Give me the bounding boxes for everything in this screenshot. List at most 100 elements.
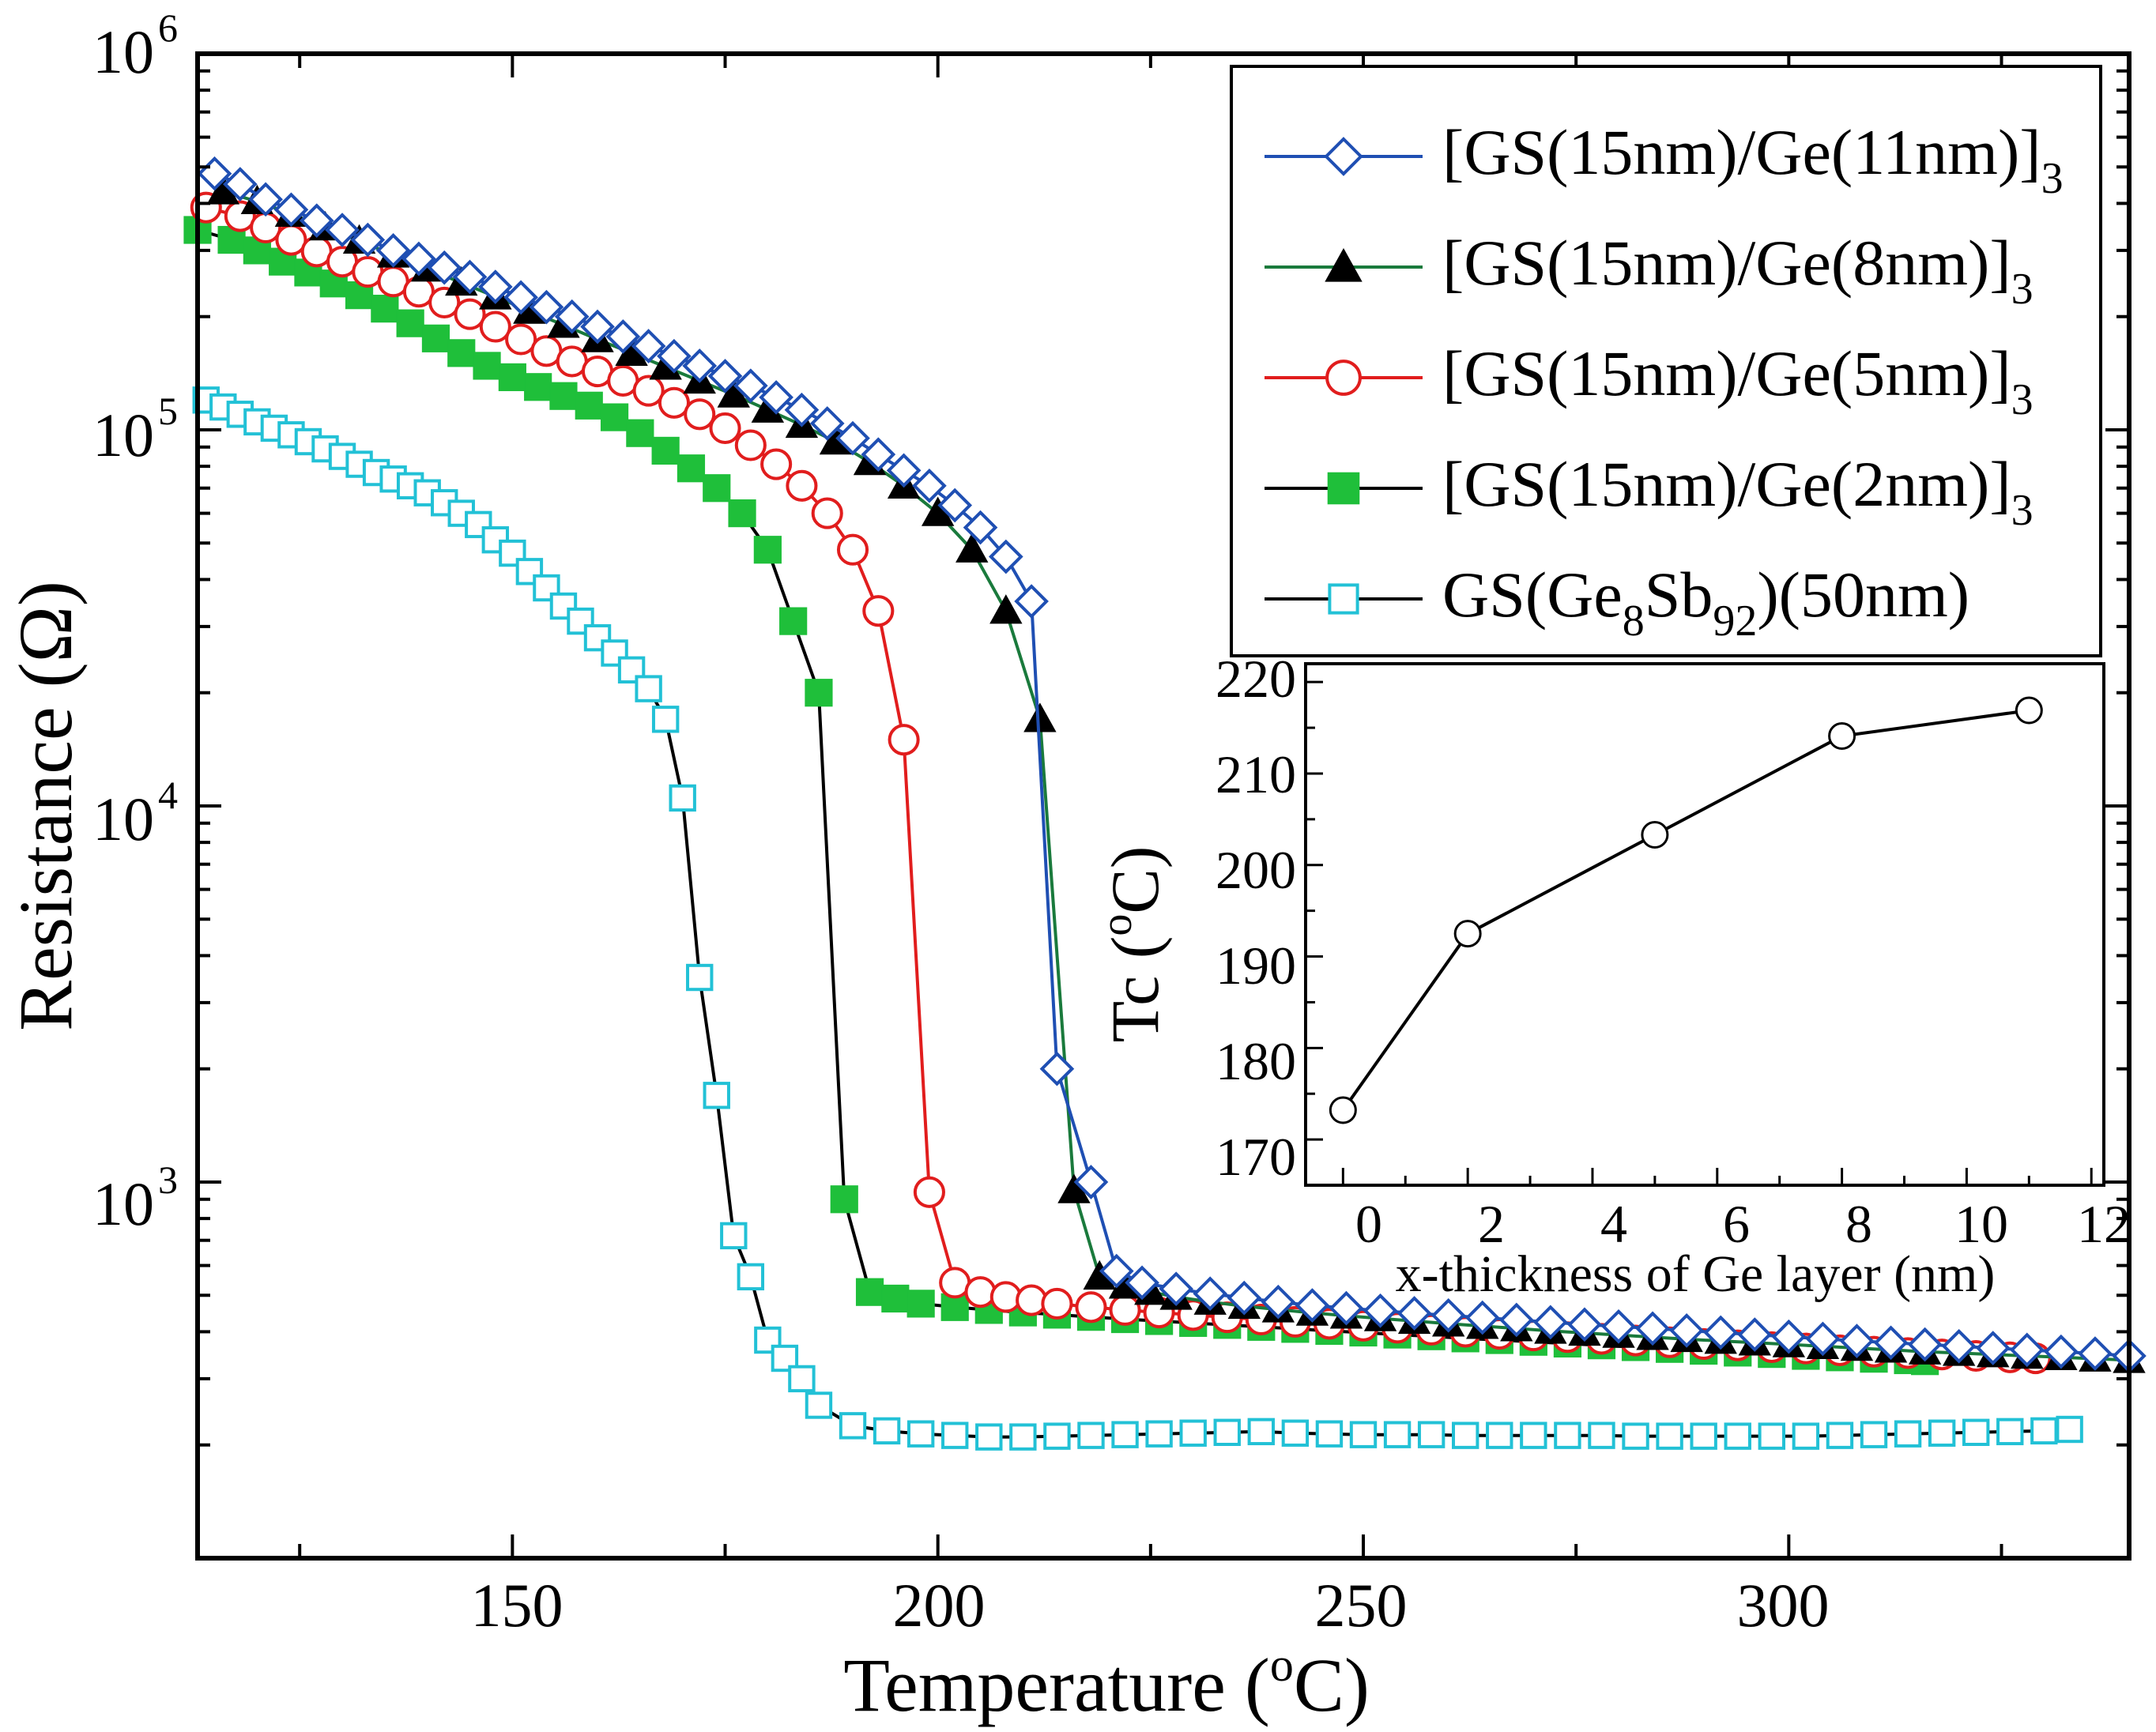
x-tick-label-250: 250 — [1315, 1571, 1408, 1640]
data-point — [1669, 1313, 1704, 1348]
data-point — [1975, 1331, 2011, 1365]
data-point — [401, 241, 436, 277]
data-point — [479, 311, 511, 343]
data-point — [1464, 1300, 1500, 1335]
data-point — [635, 675, 662, 702]
data-point — [498, 363, 526, 392]
data-point — [1179, 1419, 1207, 1447]
legend-entry-gs-50nm: GS(Ge8Sb92)(50nm) — [1442, 559, 1969, 646]
inset-x-tick-label-4: 4 — [1600, 1194, 1627, 1254]
data-point — [1520, 1421, 1547, 1449]
data-point — [989, 594, 1023, 624]
data-point — [682, 348, 718, 383]
y-tick-base: 10 — [92, 1169, 154, 1238]
data-point — [452, 259, 488, 295]
data-point — [554, 299, 590, 334]
data-point — [1396, 1296, 1432, 1331]
data-point — [631, 329, 666, 363]
data-point — [937, 488, 973, 523]
x-axis-title: Temperature (oC) — [843, 1639, 1370, 1727]
data-point — [524, 373, 552, 401]
inset-y-tick-label-180: 180 — [1216, 1031, 1296, 1091]
x-tick-label-300: 300 — [1737, 1571, 1830, 1640]
inset-x-tick-label-0: 0 — [1355, 1194, 1382, 1254]
inset-y-tick-label-210: 210 — [1216, 744, 1296, 804]
inset-y-tick-label-170: 170 — [1216, 1127, 1296, 1187]
data-point — [1213, 1418, 1241, 1446]
data-point — [605, 319, 641, 354]
data-point — [862, 595, 895, 627]
main-plot-area: 10 3 10 4 10 5 10 6 150 200 250 300 Temp… — [3, 6, 2147, 1727]
data-point — [1125, 1265, 1159, 1301]
data-point — [503, 280, 538, 315]
data-point — [2009, 1332, 2045, 1368]
inset-ticks — [1306, 680, 2093, 1185]
data-point — [1193, 1276, 1228, 1312]
data-point — [1554, 1421, 1581, 1449]
data-point — [396, 309, 424, 337]
data-point — [703, 474, 731, 503]
data-point — [788, 1365, 816, 1393]
inset-data-point — [1453, 920, 1482, 948]
data-point — [1111, 1421, 1139, 1448]
data-point — [575, 391, 603, 420]
data-point — [447, 339, 476, 367]
data-point — [906, 1420, 935, 1448]
data-point — [1295, 1288, 1330, 1323]
legend-entry-ge11: [GS(15nm)/Ge(11nm)]3 — [1442, 116, 2064, 203]
data-point — [600, 403, 629, 431]
inset-frame — [1304, 662, 2105, 1187]
legend-entry-ge5: [GS(15nm)/Ge(5nm)]3 — [1442, 337, 2034, 424]
data-point — [760, 448, 793, 480]
y-tick-label-1e6: 10 6 — [92, 6, 178, 86]
data-point — [1839, 1323, 1875, 1358]
data-point — [754, 1326, 782, 1354]
data-point — [707, 359, 743, 393]
series-0 — [197, 156, 2147, 1373]
data-point — [1247, 1418, 1276, 1446]
main-ticks — [198, 52, 2129, 1560]
data-point — [1588, 1421, 1615, 1449]
data-point — [728, 499, 756, 528]
data-point — [454, 298, 486, 330]
data-point — [1758, 1422, 1786, 1450]
data-point — [473, 352, 501, 380]
data-point — [855, 1278, 884, 1306]
data-point — [2044, 1334, 2079, 1369]
data-point — [2078, 1336, 2113, 1371]
data-point — [1894, 1420, 1922, 1448]
data-point — [873, 1417, 901, 1445]
data-point — [626, 419, 654, 447]
data-point — [779, 607, 808, 635]
inset-x-tick-label-6: 6 — [1723, 1194, 1750, 1254]
data-point — [886, 453, 922, 488]
data-point — [1315, 1420, 1344, 1448]
data-point — [1009, 1423, 1037, 1451]
y-axis-title: Resistance (Ω) — [3, 581, 88, 1031]
data-point — [720, 1222, 748, 1250]
data-point — [839, 1412, 867, 1440]
y-tick-exp: 6 — [158, 6, 178, 50]
data-point — [1601, 1308, 1636, 1344]
data-point — [371, 295, 399, 323]
data-point — [1075, 1291, 1107, 1323]
data-point — [734, 429, 767, 461]
data-point — [1941, 1328, 1977, 1364]
inset-data-point — [2015, 696, 2043, 725]
data-point — [1771, 1319, 1807, 1354]
data-point — [1928, 1419, 1956, 1447]
inset-y-tick-label-200: 200 — [1216, 840, 1296, 900]
inset-y-tick-label-220: 220 — [1216, 649, 1296, 709]
data-point — [651, 436, 680, 465]
data-point — [988, 539, 1023, 574]
inset-x-tick-label-12: 12 — [2077, 1194, 2131, 1254]
data-point — [1996, 1418, 2024, 1446]
inset-data-point — [1641, 821, 1669, 849]
data-point — [913, 1176, 945, 1208]
data-point — [703, 1082, 730, 1109]
y-tick-exp: 5 — [158, 389, 178, 433]
y-tick-exp: 3 — [158, 1158, 178, 1202]
data-point — [1329, 1290, 1364, 1326]
series-layer — [183, 156, 2147, 1451]
data-point — [2030, 1417, 2058, 1445]
